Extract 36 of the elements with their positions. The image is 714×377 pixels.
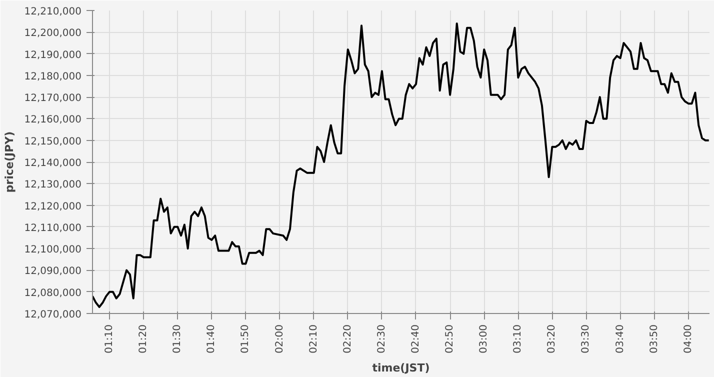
line-series	[92, 22, 710, 308]
x-tick-label: 01:20	[138, 324, 150, 354]
y-tick-label: 12,070,000	[24, 310, 82, 320]
y-tick-label: 12,160,000	[24, 114, 82, 126]
x-tick-label: 01:30	[172, 324, 184, 354]
x-tick-label: 03:50	[648, 324, 660, 354]
x-tick-label: 03:30	[580, 324, 592, 354]
x-tick-label: 03:40	[614, 324, 626, 354]
y-tick-label: 12,180,000	[24, 71, 82, 82]
x-tick-label: 02:40	[410, 324, 422, 354]
y-tick-label: 12,120,000	[24, 201, 82, 212]
y-tick-label: 12,110,000	[24, 222, 82, 234]
x-tick-label: 03:20	[546, 324, 558, 354]
y-tick-label: 12,210,000	[24, 6, 82, 18]
x-tick-label: 02:10	[308, 324, 320, 354]
y-axis-title: price(JPY)	[3, 131, 16, 193]
x-tick-label: 01:40	[206, 324, 218, 354]
x-tick-label: 04:00	[682, 324, 694, 354]
x-tick-label: 03:00	[478, 324, 490, 354]
y-tick-label: 12,100,000	[24, 244, 82, 256]
y-tick-label: 12,190,000	[24, 50, 82, 61]
y-tick-label: 12,150,000	[24, 136, 82, 148]
x-tick-label: 02:00	[274, 324, 286, 354]
y-tick-label: 12,140,000	[24, 158, 82, 169]
y-tick-label: 12,130,000	[24, 180, 82, 191]
y-tick-label: 12,090,000	[24, 266, 82, 278]
x-axis-title: time(JST)	[372, 361, 430, 374]
x-tick-label: 01:10	[104, 324, 116, 354]
x-tick-label: 02:50	[444, 324, 456, 354]
y-tick-label: 12,200,000	[24, 28, 82, 40]
x-tick-label: 03:10	[512, 324, 524, 354]
x-tick-label: 02:20	[342, 324, 354, 354]
x-tick-label: 02:30	[376, 324, 388, 354]
x-tick-label: 01:50	[240, 324, 252, 354]
y-tick-label: 12,170,000	[24, 93, 82, 104]
y-tick-label: 12,080,000	[24, 288, 82, 299]
